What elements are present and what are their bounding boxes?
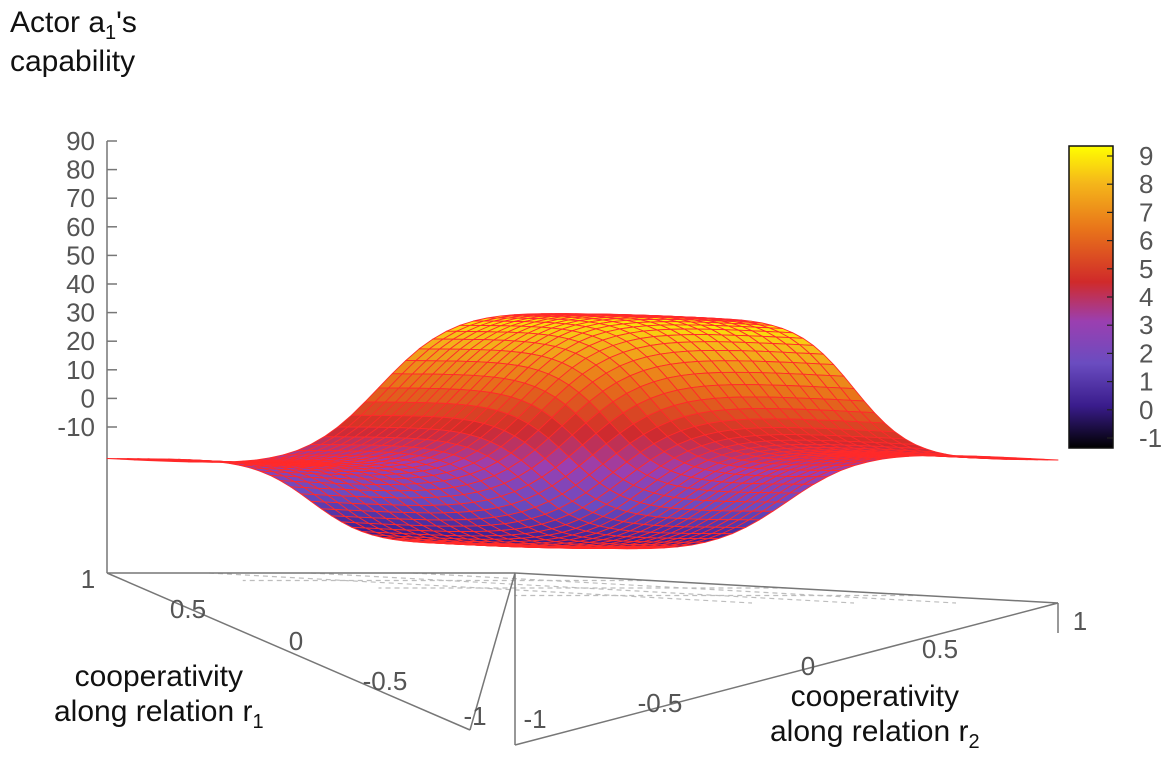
z-axis-title-suffix: 's — [116, 6, 137, 39]
colorbar-tick-label: 7 — [1139, 197, 1153, 227]
z-axis-title-sub: 1 — [105, 22, 117, 44]
x-tick-label: 1 — [81, 564, 95, 594]
x-axis-title: cooperativity along relation r1 — [54, 660, 264, 734]
y-tick-label: 0.5 — [922, 634, 958, 664]
z-tick-label: 60 — [66, 212, 95, 242]
x-tick-label: -0.5 — [363, 666, 408, 696]
z-tick-label: 50 — [66, 240, 95, 270]
y-tick-label: -1 — [523, 704, 546, 734]
y-tick-label: -0.5 — [638, 688, 683, 718]
colorbar-tick-label: -1 — [1139, 423, 1162, 453]
colorbar-tick-label: 6 — [1139, 226, 1153, 256]
y-axis-title-line1: cooperativity — [790, 680, 959, 713]
x-tick-label: 0.5 — [170, 594, 206, 624]
z-tick-label: 40 — [66, 269, 95, 299]
floor-grid — [208, 572, 957, 604]
y-axis-title: cooperativity along relation r2 — [770, 680, 980, 754]
colorbar-tick-label: 9 — [1139, 141, 1153, 171]
floor-gridline-x — [208, 572, 753, 604]
x-tick-label: -1 — [463, 701, 486, 731]
y-axis-title-line2: along relation r — [770, 714, 969, 748]
colorbar-tick-label: 3 — [1139, 310, 1153, 340]
floor-gridline-x — [310, 572, 855, 604]
colorbar-tick-label: 5 — [1139, 254, 1153, 284]
y-axis-line — [514, 602, 1059, 746]
z-tick-label: 30 — [66, 298, 95, 328]
colorbar-tick-label: 8 — [1139, 169, 1153, 199]
x-axis-title-line1: cooperativity — [74, 660, 243, 693]
z-tick-label: 90 — [66, 126, 95, 156]
colorbar-scale — [1068, 145, 1114, 449]
colorbar-tick-label: 1 — [1139, 367, 1153, 397]
x-axis-title-line2: along relation r — [54, 694, 253, 728]
x-axis-title-sub: 1 — [252, 710, 264, 733]
x-axis-drop — [469, 572, 516, 731]
z-tick-label: 20 — [66, 326, 95, 356]
z-axis-title-line2: capability — [10, 45, 136, 78]
z-axis-title: Actor a1's capability — [10, 6, 137, 80]
floor-edge-front-right — [514, 572, 1059, 604]
z-tick-label: 70 — [66, 183, 95, 213]
y-tick-label: 1 — [1073, 606, 1087, 636]
y-axis-title-sub: 2 — [968, 730, 980, 753]
z-tick-label: 10 — [66, 355, 95, 385]
y-tick-label: 0 — [801, 651, 815, 681]
surface-cell — [504, 543, 530, 546]
x-tick-label: 0 — [289, 626, 303, 656]
z-tick-label: 80 — [66, 155, 95, 185]
colorbar-tick-label: 4 — [1139, 282, 1153, 312]
colorbar-tick-label: 2 — [1139, 338, 1153, 368]
surface-mesh — [106, 313, 1059, 550]
x-axis-line — [106, 572, 471, 731]
z-axis-title-prefix: Actor a — [10, 6, 106, 39]
z-tick-label: -10 — [57, 412, 95, 442]
z-tick-label: 0 — [81, 383, 95, 413]
colorbar-tick-label: 0 — [1139, 395, 1153, 425]
